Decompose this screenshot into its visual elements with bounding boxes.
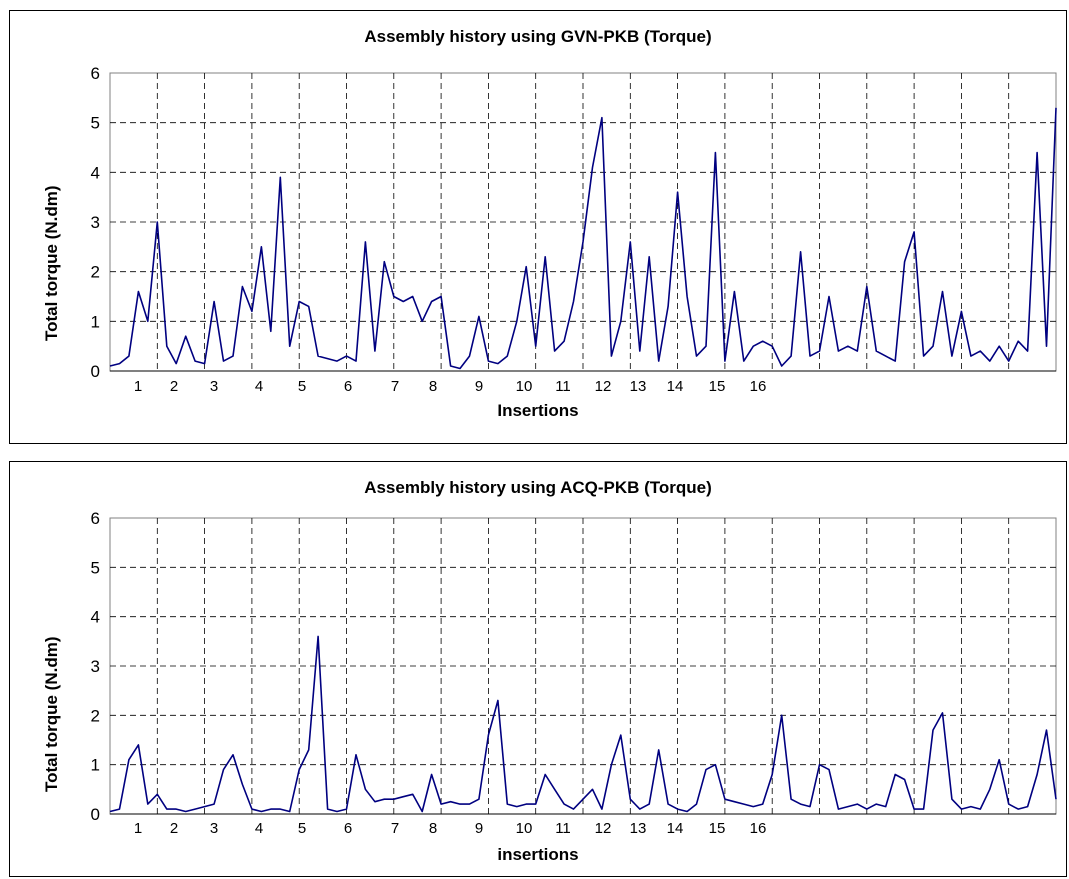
x-tick-label: 5	[298, 378, 306, 395]
x-tick-label: 9	[475, 378, 483, 395]
y-tick-label: 0	[91, 805, 100, 824]
x-tick-label: 6	[344, 820, 352, 837]
y-tick-label: 4	[91, 163, 100, 182]
x-tick-label: 14	[667, 378, 684, 395]
x-tick-label: 3	[210, 378, 218, 395]
x-tick-label: 7	[391, 378, 399, 395]
x-tick-label: 11	[555, 378, 571, 395]
chart-panel-acq: Assembly history using ACQ-PKB (Torque) …	[9, 461, 1067, 877]
y-tick-label: 1	[91, 312, 100, 331]
y-tick-label: 6	[91, 64, 100, 83]
x-tick-label: 7	[391, 820, 399, 837]
x-tick-label: 10	[516, 820, 533, 837]
x-tick-label: 12	[595, 378, 612, 395]
x-tick-label: 15	[709, 820, 726, 837]
y-tick-label: 6	[91, 509, 100, 528]
y-tick-label: 1	[91, 756, 100, 775]
y-tick-label: 2	[91, 263, 100, 282]
x-tick-label: 4	[255, 378, 263, 395]
chart-panel-gvn: Assembly history using GVN-PKB (Torque) …	[9, 10, 1067, 444]
x-tick-label: 16	[750, 378, 767, 395]
x-tick-label: 15	[709, 378, 726, 395]
x-tick-label: 8	[429, 378, 437, 395]
x-tick-label: 10	[516, 378, 533, 395]
x-tick-label: 14	[667, 820, 684, 837]
x-tick-label: 13	[630, 820, 647, 837]
x-tick-label: 5	[298, 820, 306, 837]
y-tick-label: 3	[91, 213, 100, 232]
x-tick-label: 4	[255, 820, 263, 837]
x-tick-label: 3	[210, 820, 218, 837]
x-tick-label: 11	[555, 820, 571, 837]
y-tick-label: 2	[91, 706, 100, 725]
x-tick-label: 6	[344, 378, 352, 395]
y-tick-label: 4	[91, 608, 100, 627]
y-tick-label: 3	[91, 657, 100, 676]
x-tick-label: 2	[170, 820, 178, 837]
x-tick-label: 8	[429, 820, 437, 837]
series-line	[109, 635, 1057, 813]
x-tick-label: 2	[170, 378, 178, 395]
x-axis-label: insertions	[497, 845, 579, 864]
y-tick-label: 5	[91, 114, 100, 133]
series-line	[109, 107, 1057, 370]
x-axis-label: Insertions	[497, 401, 579, 420]
y-tick-label: 5	[91, 558, 100, 577]
x-tick-label: 1	[134, 820, 142, 837]
x-tick-label: 16	[750, 820, 767, 837]
x-tick-label: 1	[134, 378, 142, 395]
y-tick-label: 0	[91, 362, 100, 381]
chart-title: Assembly history using ACQ-PKB (Torque)	[364, 478, 712, 497]
chart-title: Assembly history using GVN-PKB (Torque)	[364, 27, 712, 46]
x-tick-label: 12	[595, 820, 612, 837]
x-tick-label: 13	[630, 378, 647, 395]
x-tick-label: 9	[475, 820, 483, 837]
